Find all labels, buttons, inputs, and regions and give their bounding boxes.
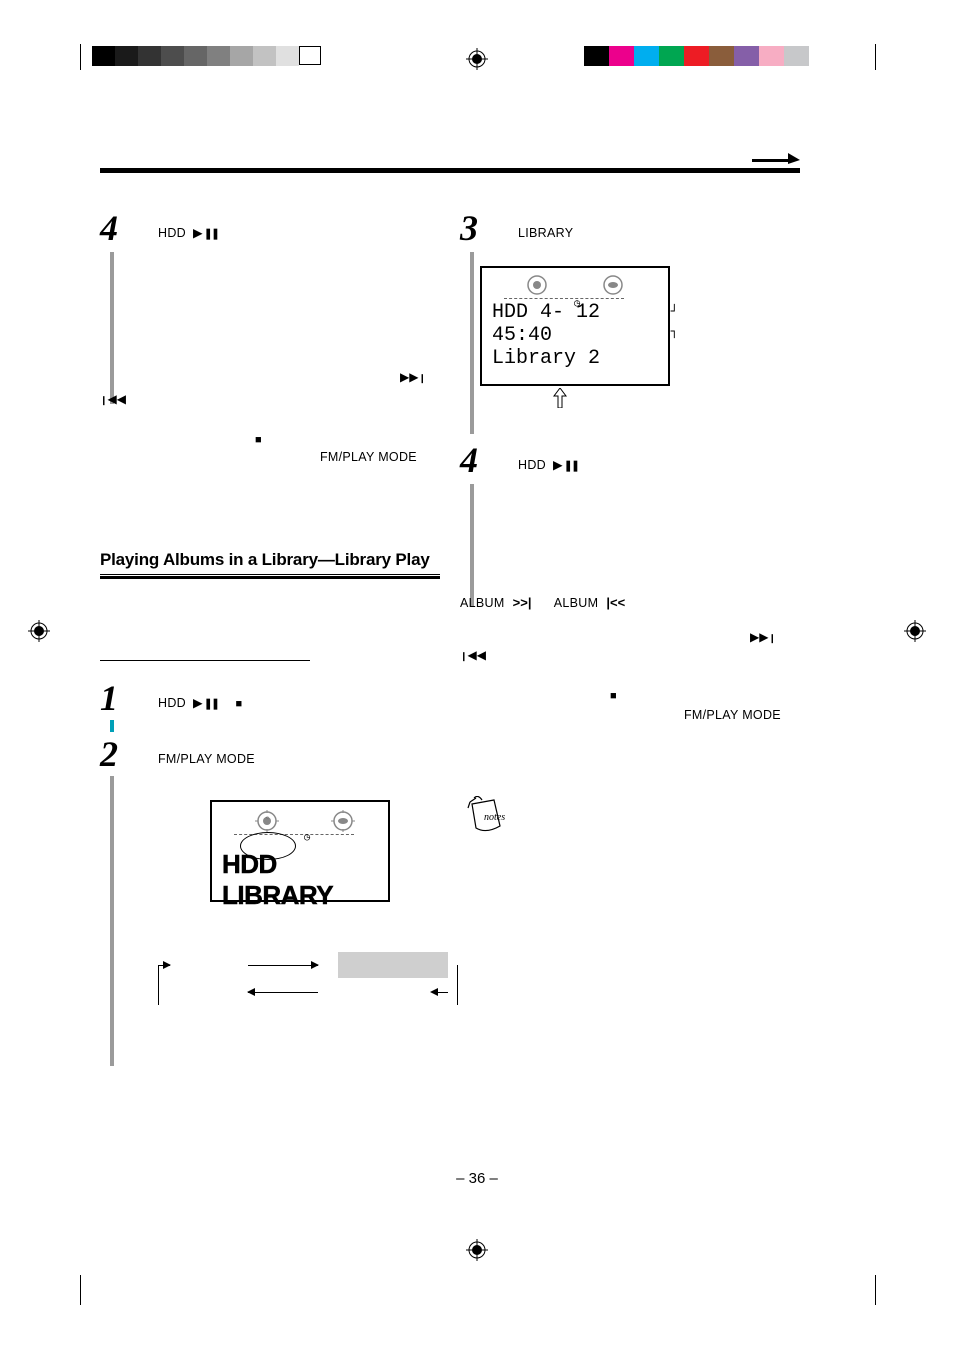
step-number-1: 1 <box>100 680 118 716</box>
svg-text:notes: notes <box>484 812 505 823</box>
section-title: Playing Albums in a Library—Library Play <box>100 550 440 570</box>
grayscale-calibration-bar <box>92 46 321 66</box>
album-fwd-label: ALBUM <box>460 596 505 610</box>
stop-icon: ■ <box>610 686 617 704</box>
notes-icon: notes <box>466 796 510 841</box>
rewind-icon: ❙◀◀ <box>460 646 486 664</box>
hdd-dial-icon <box>328 810 358 832</box>
stop-icon: ■ <box>235 698 242 710</box>
registration-marks-top <box>0 40 954 80</box>
fm-play-mode-label: FM/PLAY MODE <box>684 708 781 722</box>
crop-mark <box>864 44 876 70</box>
lcd-display-hdd-library: ⟲ ◷ HDD LIBRARY <box>210 800 390 902</box>
page-number: – 36 – <box>0 1170 954 1187</box>
lcd-line3: Library 2 <box>492 347 658 370</box>
step-bar-3 <box>470 252 474 434</box>
step3-body: LIBRARY <box>518 224 573 243</box>
crop-mark <box>80 1275 81 1305</box>
register-mark-bottom <box>466 1239 488 1261</box>
step-bar <box>110 252 114 404</box>
hdd-label: HDD <box>158 696 186 710</box>
step4-body: HDD ▶ ❚❚ <box>158 224 218 243</box>
register-mark-right <box>904 620 926 642</box>
play-pause-icon: ▶ ❚❚ <box>189 226 218 240</box>
step-bar-1 <box>110 720 114 732</box>
cycle-box <box>338 952 448 978</box>
fm-play-mode-label: FM/PLAY MODE <box>320 450 417 464</box>
lcd-line2: 45:40 <box>492 324 658 347</box>
crop-mark <box>80 44 92 70</box>
header-rule <box>100 168 800 173</box>
bracket-icon: ┘ <box>671 304 678 318</box>
step-number-2: 2 <box>100 736 118 772</box>
step-number-4-right: 4 <box>460 442 478 478</box>
color-calibration-bar <box>584 46 809 66</box>
stop-icon: ■ <box>255 430 262 448</box>
highlight-oval <box>240 832 296 860</box>
album-fwd-icon: >>| <box>509 595 531 610</box>
hdd-label: HDD <box>158 226 186 240</box>
dial-icon <box>522 274 552 296</box>
play-pause-icon: ▶ ❚❚ <box>189 696 218 710</box>
hdd-label: HDD <box>518 458 546 472</box>
clock-icon: ◷ <box>304 832 310 844</box>
album-rew-icon: |<< <box>603 595 625 610</box>
register-mark-left <box>28 620 50 642</box>
rewind-icon: ❙◀◀ <box>100 390 126 408</box>
step-number-4: 4 <box>100 210 118 246</box>
fast-forward-icon: ▶▶❙ <box>400 368 426 386</box>
crop-mark <box>875 1275 876 1305</box>
lcd-text: HDD LIBRARY <box>222 849 378 911</box>
thin-rule <box>100 660 310 661</box>
fm-play-mode-label: FM/PLAY MODE <box>158 752 255 766</box>
lcd-display-library: ◷ HDD 4- 12 45:40 Library 2 ┘ ┐ <box>480 266 670 386</box>
album-controls: ALBUM >>| ALBUM |<< <box>460 594 625 612</box>
library-button-label: LIBRARY <box>518 226 573 240</box>
register-mark-top <box>466 48 488 70</box>
up-arrow-icon <box>552 388 568 413</box>
library-cycle-diagram <box>158 948 458 1028</box>
fast-forward-icon: ▶▶❙ <box>750 628 776 646</box>
section-heading: Playing Albums in a Library—Library Play <box>100 550 440 579</box>
continued-arrow-icon <box>752 150 800 164</box>
dial-icon: ⟲ <box>252 810 282 832</box>
album-rew-label: ALBUM <box>554 596 599 610</box>
hdd-dial-icon <box>598 274 628 296</box>
step-bar-2 <box>110 776 114 1066</box>
step-number-3: 3 <box>460 210 478 246</box>
clock-icon: ◷ <box>574 298 580 310</box>
play-pause-icon: ▶ ❚❚ <box>549 458 578 472</box>
step2-body: FM/PLAY MODE <box>158 750 255 769</box>
step-bar-4-right <box>470 484 474 606</box>
step1-body: HDD ▶ ❚❚ ■ <box>158 694 242 713</box>
step4-right-body: HDD ▶ ❚❚ <box>518 456 578 475</box>
bracket-icon: ┐ <box>671 324 678 338</box>
